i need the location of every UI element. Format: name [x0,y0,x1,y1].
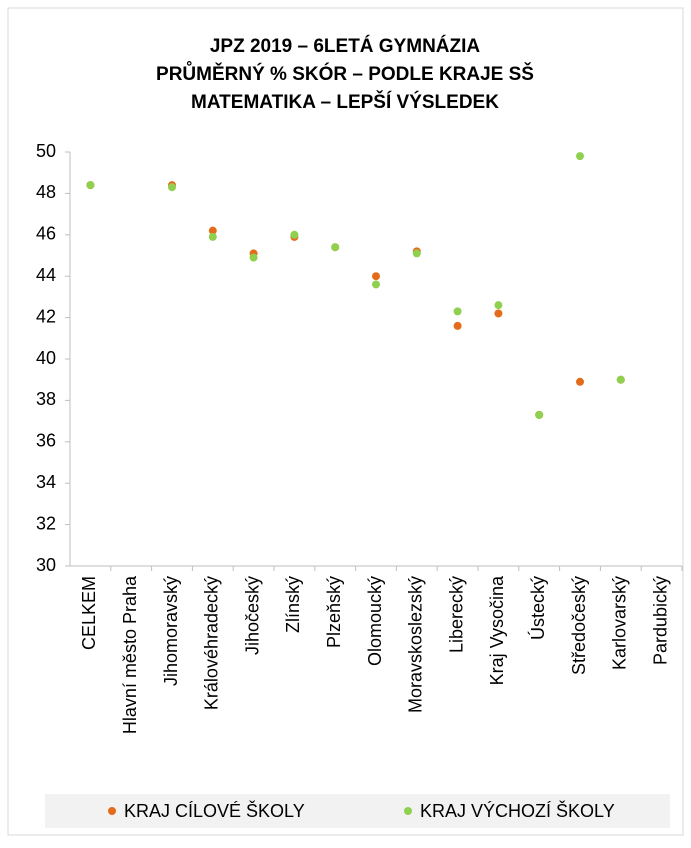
y-tick-label: 38 [36,389,56,409]
legend-marker [404,807,412,815]
dot [616,375,625,384]
y-tick-label: 36 [36,431,56,451]
y-tick-label: 42 [36,306,56,326]
legend-box [45,794,670,828]
x-tick-label: Olomoucký [365,576,385,666]
x-tick-label: Jihomoravský [161,576,181,686]
x-tick-label: Ústecký [527,576,548,640]
y-tick-label: 40 [36,348,56,368]
y-tick-label: 32 [36,513,56,533]
chart-title: MATEMATIKA – LEPŠÍ VÝSLEDEK [191,91,499,113]
dot [168,183,176,192]
dot [535,410,544,419]
x-tick-label: Královéhradecký [202,576,222,710]
legend-label: KRAJ VÝCHOZÍ ŠKOLY [420,800,615,821]
dot [372,272,380,281]
dot [576,152,584,161]
dot [494,309,503,318]
y-tick-label: 50 [36,141,56,161]
x-tick-label: Liberecký [446,576,466,653]
dot [453,321,462,330]
x-tick-label: Plzeňský [324,576,344,648]
y-tick-label: 48 [36,182,56,202]
legend-label: KRAJ CÍLOVÉ ŠKOLY [124,800,305,821]
dot [208,226,217,235]
y-tick-label: 34 [36,472,56,492]
y-tick-label: 46 [36,224,56,244]
x-tick-label: Kraj Vysočina [487,575,507,685]
y-tick-label: 30 [36,555,56,575]
chart-title: PRŮMĚRNÝ % SKÓR – PODLE KRAJE SŠ [156,62,534,85]
x-tick-label: Zlínský [283,576,303,633]
x-tick-label: Středočeský [569,576,589,675]
chart-title: JPZ 2019 – 6LETÁ GYMNÁZIA [210,35,481,57]
dot [249,253,258,262]
chart-frame [7,7,684,836]
dot [412,249,421,258]
dot [208,232,217,241]
legend-marker [108,807,116,815]
dot [494,301,503,310]
dot [453,307,462,316]
x-tick-label: Karlovarský [610,576,630,670]
dot [576,377,584,386]
y-tick-label: 44 [36,265,56,285]
x-tick-label: Hlavní město Praha [120,575,140,734]
dot [331,243,340,252]
x-tick-label: Jihočeský [242,576,262,655]
x-tick-label: CELKEM [79,576,99,650]
x-tick-label: Moravskoslezský [406,576,426,713]
dot [372,280,380,289]
dot [290,230,299,239]
x-tick-label: Pardubický [650,576,670,665]
dot [86,181,95,190]
